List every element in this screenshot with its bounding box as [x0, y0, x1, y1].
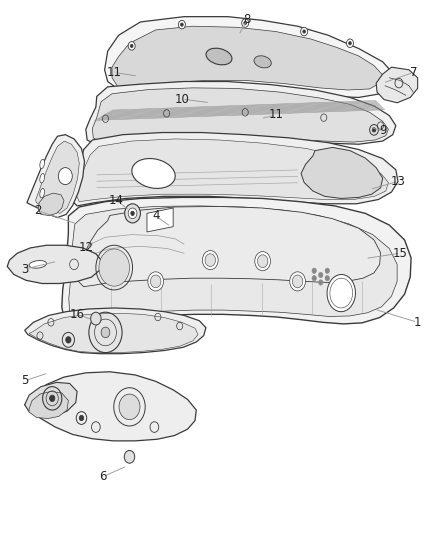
Polygon shape	[76, 139, 389, 201]
Polygon shape	[7, 245, 102, 284]
Circle shape	[58, 167, 72, 184]
Circle shape	[303, 30, 305, 33]
Text: 1: 1	[414, 316, 421, 329]
Polygon shape	[147, 208, 173, 232]
Polygon shape	[92, 88, 389, 144]
Circle shape	[258, 255, 268, 268]
Polygon shape	[86, 82, 396, 147]
Circle shape	[178, 20, 185, 29]
Text: 2: 2	[34, 204, 42, 217]
Polygon shape	[376, 67, 418, 103]
Circle shape	[124, 450, 135, 463]
Circle shape	[372, 128, 376, 132]
Circle shape	[255, 252, 271, 271]
Polygon shape	[112, 26, 383, 90]
Polygon shape	[25, 372, 196, 441]
Text: 10: 10	[174, 93, 189, 106]
Circle shape	[292, 275, 303, 288]
Ellipse shape	[327, 274, 356, 312]
Circle shape	[244, 21, 247, 25]
Circle shape	[131, 211, 134, 215]
Circle shape	[49, 395, 55, 401]
Polygon shape	[35, 141, 79, 213]
Text: 9: 9	[379, 124, 386, 138]
Circle shape	[312, 276, 316, 281]
Text: 13: 13	[391, 175, 406, 188]
Circle shape	[242, 19, 249, 27]
Text: 3: 3	[21, 263, 28, 276]
Text: 11: 11	[268, 109, 283, 122]
Circle shape	[318, 272, 323, 278]
Polygon shape	[29, 313, 198, 353]
Ellipse shape	[254, 56, 271, 68]
Polygon shape	[25, 308, 206, 354]
Circle shape	[346, 39, 353, 47]
Circle shape	[150, 275, 161, 288]
Circle shape	[91, 312, 101, 325]
Circle shape	[125, 204, 141, 223]
Circle shape	[66, 337, 71, 343]
Circle shape	[312, 268, 316, 273]
Circle shape	[325, 268, 329, 273]
Polygon shape	[38, 193, 64, 215]
Circle shape	[300, 27, 307, 36]
Text: 14: 14	[109, 193, 124, 207]
Polygon shape	[27, 135, 85, 217]
Circle shape	[128, 42, 135, 50]
Polygon shape	[78, 206, 381, 287]
Polygon shape	[29, 391, 68, 418]
Circle shape	[205, 254, 215, 266]
Ellipse shape	[132, 158, 175, 188]
Ellipse shape	[40, 174, 45, 183]
Text: 11: 11	[107, 66, 122, 79]
Text: 8: 8	[244, 13, 251, 26]
Polygon shape	[25, 382, 77, 416]
Circle shape	[99, 249, 130, 286]
Circle shape	[290, 272, 305, 291]
Text: 12: 12	[78, 241, 93, 254]
Text: 5: 5	[21, 374, 28, 387]
Polygon shape	[105, 17, 394, 98]
Circle shape	[202, 251, 218, 270]
Text: 7: 7	[410, 66, 417, 79]
Circle shape	[180, 23, 183, 26]
Ellipse shape	[40, 159, 45, 168]
Circle shape	[131, 44, 133, 47]
Circle shape	[128, 208, 137, 219]
Circle shape	[148, 272, 163, 291]
Polygon shape	[62, 197, 411, 325]
Circle shape	[79, 415, 84, 421]
Text: 15: 15	[393, 247, 408, 260]
Ellipse shape	[206, 48, 232, 65]
Circle shape	[101, 327, 110, 338]
Circle shape	[325, 276, 329, 281]
Ellipse shape	[40, 189, 45, 198]
Polygon shape	[301, 148, 383, 198]
Text: 16: 16	[70, 308, 85, 321]
Circle shape	[318, 280, 323, 285]
Polygon shape	[69, 206, 397, 320]
Circle shape	[119, 394, 140, 419]
Text: 4: 4	[152, 209, 159, 222]
Ellipse shape	[29, 261, 46, 268]
Polygon shape	[70, 133, 398, 206]
Circle shape	[349, 42, 351, 45]
Text: 6: 6	[99, 470, 107, 483]
